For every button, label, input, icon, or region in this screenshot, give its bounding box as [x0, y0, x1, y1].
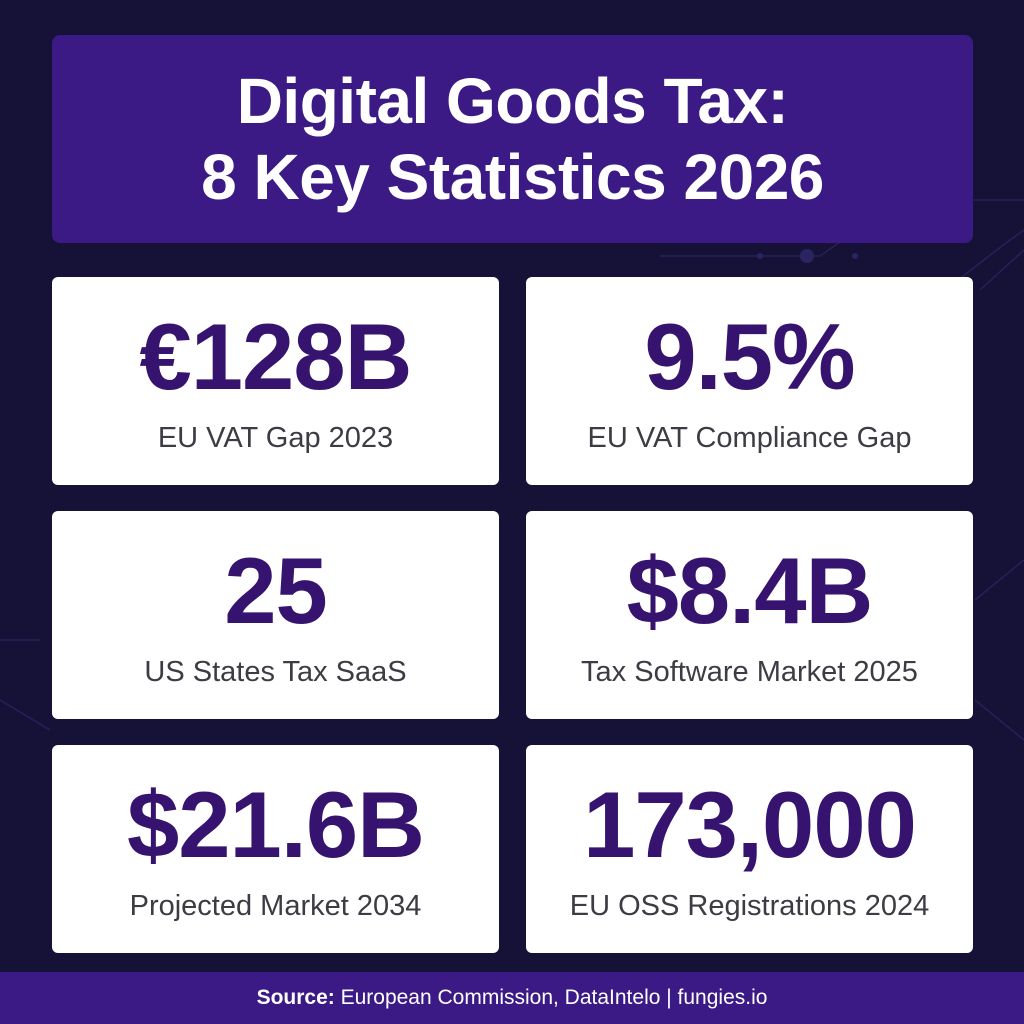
source-label: Source:	[256, 986, 335, 1009]
stat-value: 25	[224, 538, 328, 643]
stat-label: EU OSS Registrations 2024	[569, 890, 930, 922]
stat-card-projected-market: $21.6B Projected Market 2034	[52, 745, 499, 953]
title-line-1: Digital Goods Tax:	[236, 65, 789, 137]
source-footer: Source: European Commission, DataIntelo …	[0, 972, 1024, 1024]
stat-card-us-states: 25 US States Tax SaaS	[52, 511, 499, 719]
stat-value: 173,000	[583, 772, 917, 877]
stat-card-oss-registrations: 173,000 EU OSS Registrations 2024	[526, 745, 973, 953]
stat-card-eu-vat-gap: €128B EU VAT Gap 2023	[52, 277, 499, 485]
stat-label: Tax Software Market 2025	[581, 656, 918, 688]
stat-label: EU VAT Gap 2023	[157, 422, 394, 454]
title-panel: Digital Goods Tax: 8 Key Statistics 2026	[52, 35, 973, 243]
stat-value: 9.5%	[644, 304, 855, 409]
stat-label: US States Tax SaaS	[144, 656, 407, 688]
stat-value: €128B	[139, 304, 413, 409]
stat-label: EU VAT Compliance Gap	[587, 422, 912, 454]
stat-value: $8.4B	[626, 538, 874, 643]
source-text: European Commission, DataIntelo | fungie…	[334, 986, 768, 1009]
stat-card-software-market: $8.4B Tax Software Market 2025	[526, 511, 973, 719]
stat-value: $21.6B	[126, 772, 425, 877]
stat-label: Projected Market 2034	[129, 890, 422, 922]
title-line-2: 8 Key Statistics 2026	[201, 141, 824, 213]
stat-card-compliance-gap: 9.5% EU VAT Compliance Gap	[526, 277, 973, 485]
